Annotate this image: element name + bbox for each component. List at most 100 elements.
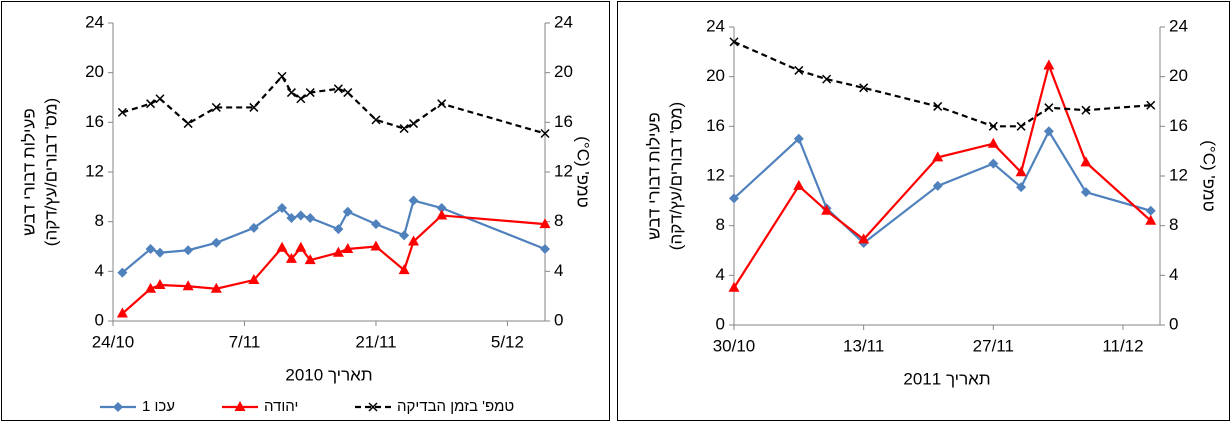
marker	[342, 206, 353, 217]
legend-label: עכו 1	[142, 398, 175, 415]
marker	[933, 101, 943, 111]
y-tick-label: 24	[706, 16, 725, 35]
marker	[1080, 187, 1091, 198]
y-axis-title: פעילות דבורי דבש	[19, 108, 38, 235]
marker	[296, 94, 306, 104]
y2-tick-label: 0	[1169, 314, 1178, 333]
marker	[276, 241, 288, 252]
series-line	[733, 61, 1152, 289]
marker	[1044, 103, 1054, 113]
marker	[370, 219, 381, 230]
y2-tick-label: 24	[1169, 16, 1188, 35]
marker	[371, 115, 381, 125]
marker	[305, 212, 316, 223]
marker	[408, 119, 419, 129]
marker	[408, 195, 419, 206]
marker	[822, 74, 832, 84]
marker	[398, 264, 410, 275]
marker	[277, 71, 287, 81]
x-tick-label: 7/11	[229, 332, 261, 351]
marker	[333, 84, 343, 94]
marker	[729, 193, 739, 204]
marker	[154, 278, 166, 289]
marker	[117, 107, 127, 117]
marker	[183, 245, 194, 256]
marker	[285, 252, 297, 263]
marker	[286, 88, 296, 98]
marker	[332, 246, 344, 257]
y2-axis-title: טמפ' (C°)	[1200, 140, 1219, 212]
marker	[436, 209, 448, 220]
marker	[399, 124, 409, 134]
y-tick-label: 20	[706, 66, 725, 85]
marker	[540, 243, 550, 254]
marker	[1145, 205, 1156, 216]
marker	[183, 119, 193, 129]
marker	[145, 282, 157, 293]
y2-tick-label: 4	[1169, 265, 1178, 284]
y2-tick-label: 8	[1169, 215, 1178, 234]
marker	[539, 218, 551, 229]
marker	[248, 222, 259, 233]
y2-tick-label: 24	[554, 12, 573, 31]
y-axis-title: פעילות דבורי דבש	[644, 112, 663, 239]
x-axis-title: תאריך 2010	[285, 365, 372, 384]
marker	[858, 233, 870, 244]
y-tick-label: 12	[706, 165, 725, 184]
y-tick-label: 0	[716, 314, 725, 333]
marker	[932, 180, 943, 191]
marker	[988, 158, 999, 169]
marker	[295, 210, 306, 221]
marker	[793, 133, 804, 144]
marker	[1145, 214, 1157, 225]
marker	[277, 203, 288, 214]
marker	[821, 204, 833, 215]
legend-label: יהודה	[264, 398, 298, 415]
marker	[145, 243, 156, 254]
x-tick-label: 21/11	[355, 332, 396, 351]
marker	[116, 307, 128, 318]
y-tick-label: 12	[85, 161, 104, 180]
y-tick-label: 16	[85, 112, 104, 131]
marker	[211, 102, 221, 112]
marker	[1043, 126, 1054, 137]
y-axis-title: (מס' דבורים/עץ/דקה)	[41, 98, 60, 246]
marker	[932, 151, 944, 162]
marker	[155, 94, 165, 104]
panel-frame	[1, 1, 610, 421]
y2-tick-label: 20	[554, 62, 573, 81]
marker	[1081, 105, 1091, 115]
marker	[342, 242, 354, 253]
marker	[408, 235, 420, 246]
y2-axis-title: טמפ' (C°)	[574, 136, 593, 208]
x-tick-label: 5/12	[491, 332, 524, 351]
panel-frame	[617, 1, 1230, 421]
y-tick-label: 4	[716, 265, 725, 284]
marker	[1016, 121, 1026, 131]
y2-tick-label: 12	[554, 161, 573, 180]
marker	[286, 212, 297, 223]
series-line	[733, 40, 1151, 128]
marker	[305, 88, 315, 98]
marker	[248, 274, 260, 285]
series-line	[121, 214, 546, 315]
y2-tick-label: 16	[1169, 116, 1188, 135]
y2-tick-label: 12	[1169, 165, 1188, 184]
marker	[1016, 182, 1027, 193]
marker	[146, 99, 156, 109]
y-tick-label: 8	[95, 211, 104, 230]
marker	[249, 102, 259, 112]
marker	[988, 121, 998, 131]
marker	[211, 237, 222, 248]
x-axis-title: תאריך 2011	[903, 369, 990, 388]
marker	[540, 128, 550, 139]
marker	[343, 88, 353, 98]
marker	[793, 179, 805, 190]
legend-label: טמפ' בזמן הבדיקה	[397, 398, 514, 415]
legend-marker	[368, 402, 378, 412]
y-tick-label: 8	[716, 215, 725, 234]
marker	[295, 241, 307, 252]
series-line	[733, 129, 1152, 245]
y-axis-title: (מס' דבורים/עץ/דקה)	[666, 102, 685, 250]
